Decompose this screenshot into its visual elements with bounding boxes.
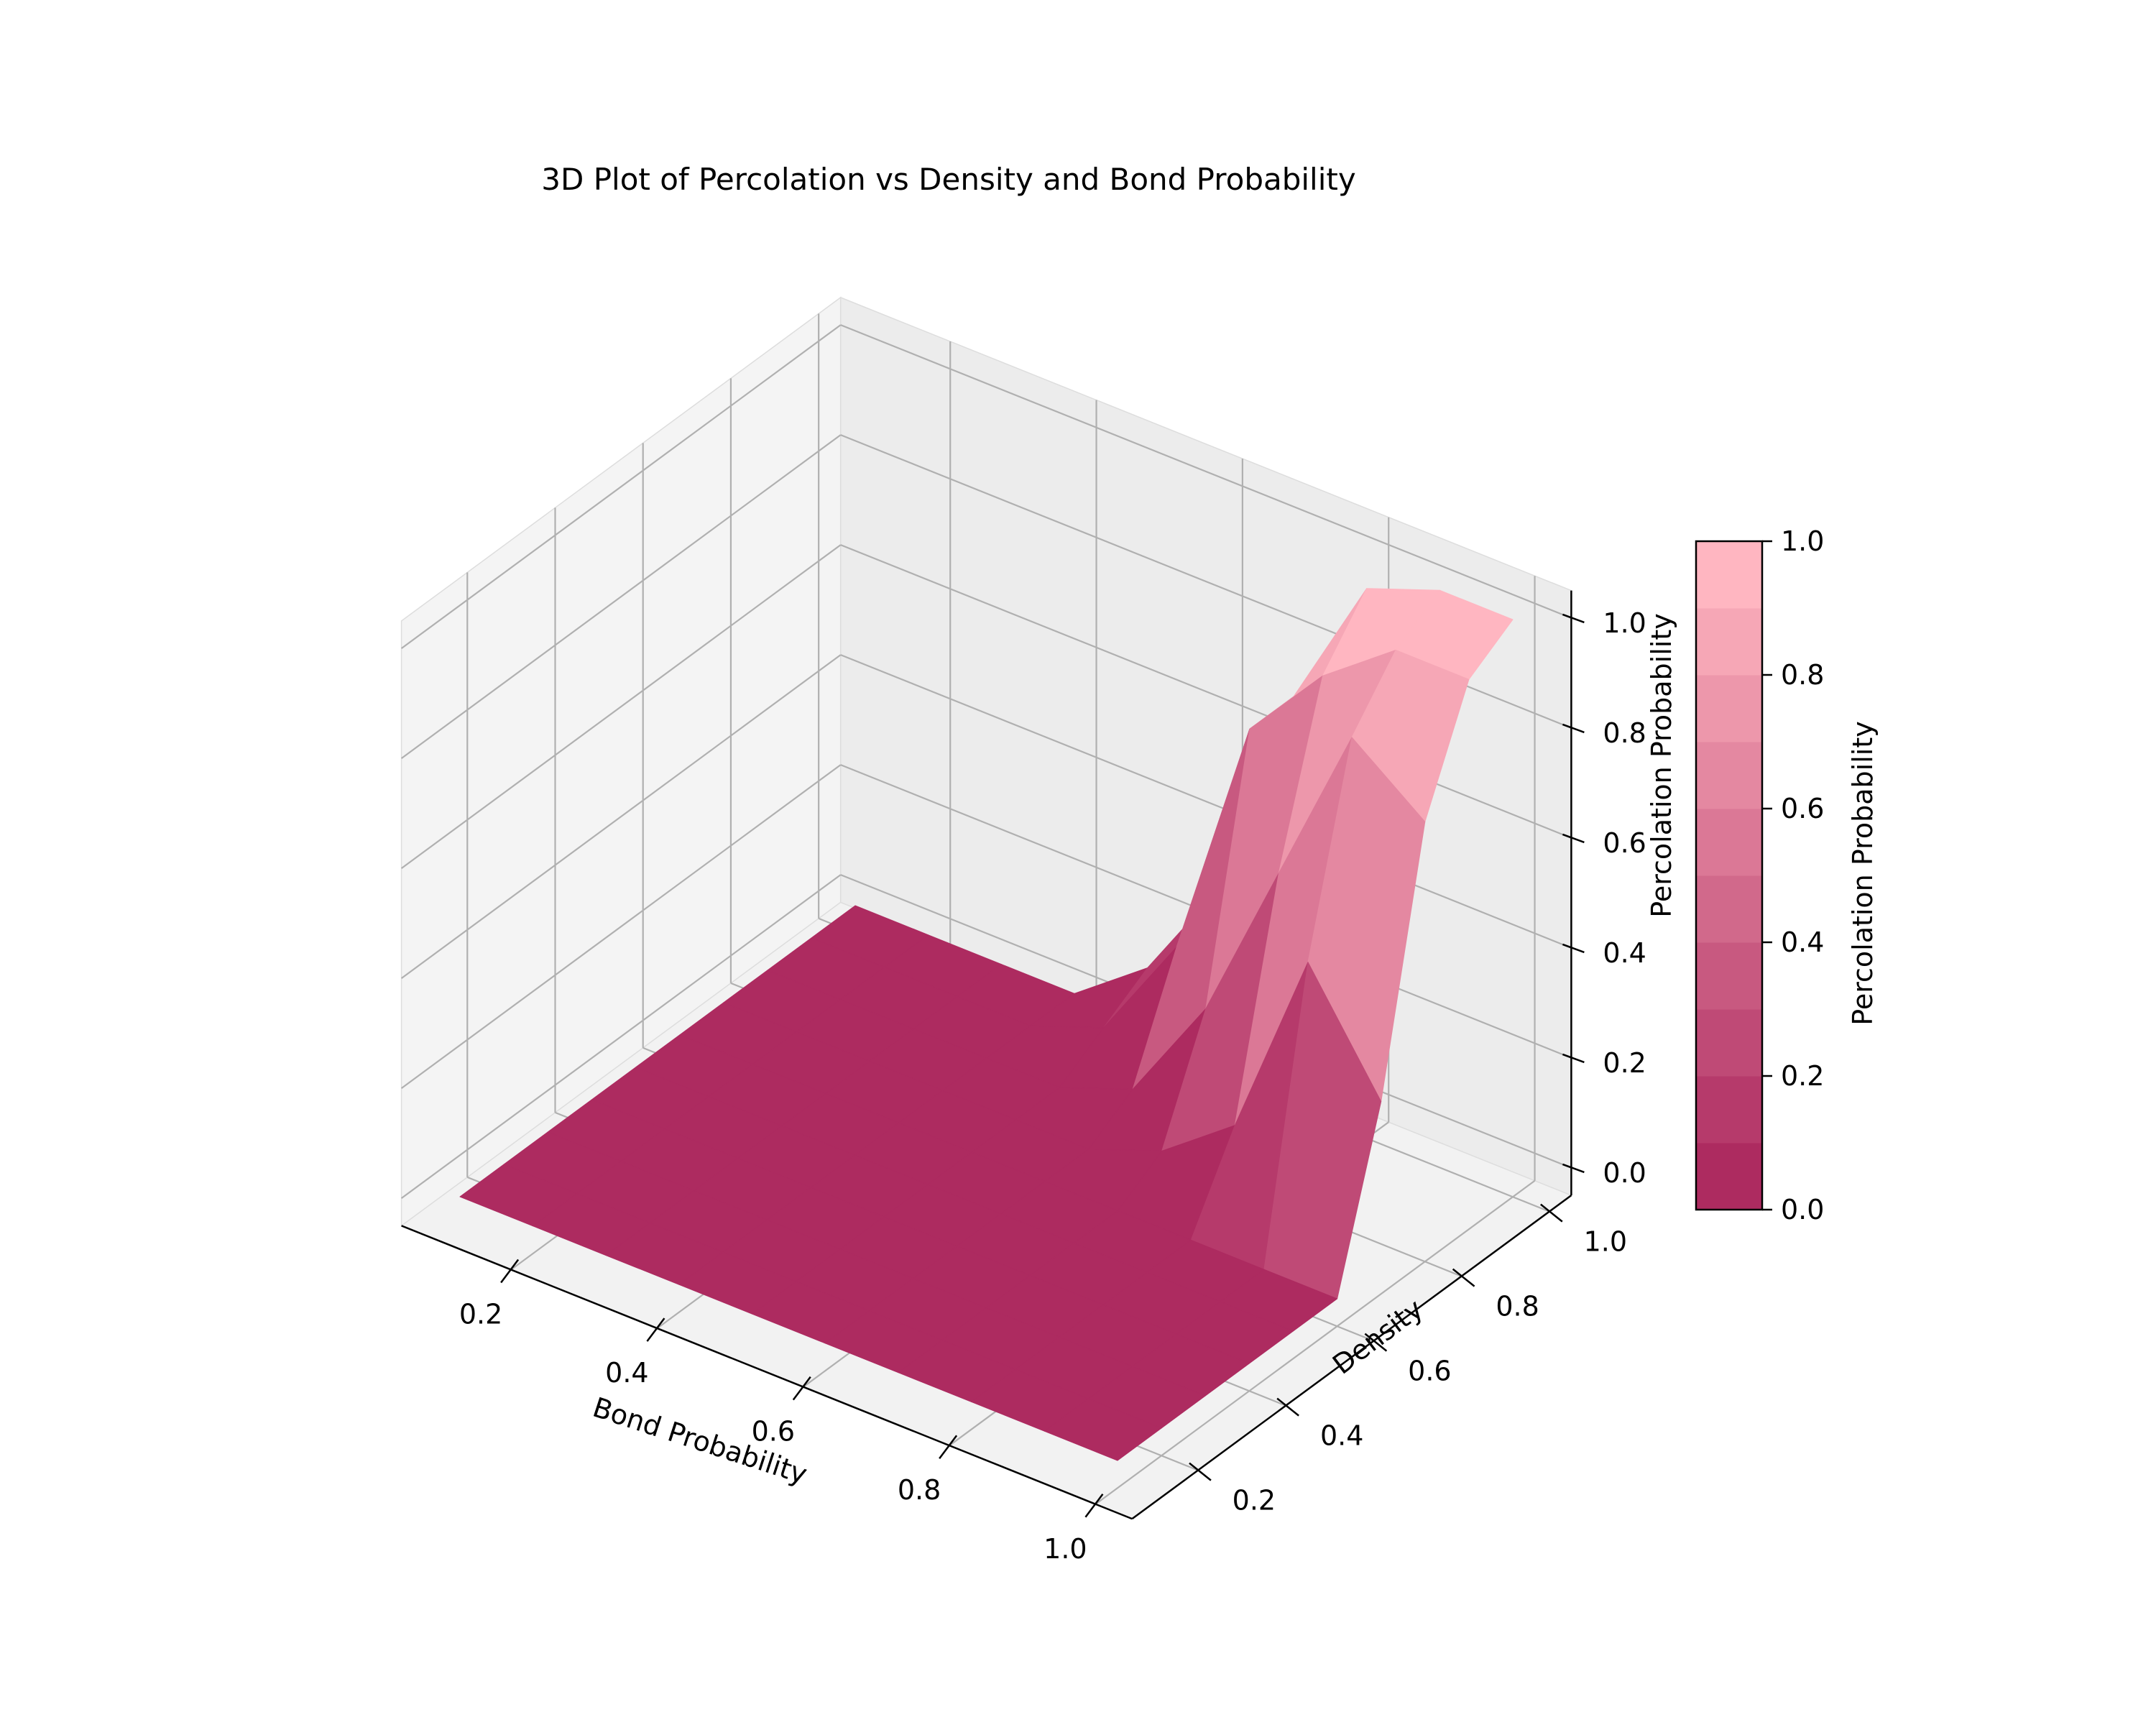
colorbar: 0.0 0.2 0.4 0.6 0.8 1.0 bbox=[1695, 525, 1824, 1225]
axis-spines bbox=[401, 590, 1572, 1520]
colorbar-tick-label: 0.6 bbox=[1781, 793, 1824, 824]
y-tick-mark bbox=[1189, 1462, 1212, 1481]
grid-line bbox=[840, 324, 1572, 619]
z-tick-label: 0.0 bbox=[1603, 1157, 1646, 1189]
colorbar-band bbox=[1696, 742, 1762, 809]
grid-line bbox=[400, 434, 842, 759]
x-tick-label: 1.0 bbox=[1044, 1533, 1087, 1565]
colorbar-band bbox=[1696, 942, 1762, 1010]
colorbar-band bbox=[1696, 608, 1762, 676]
y-tick-label: 0.8 bbox=[1496, 1291, 1539, 1322]
y-tick-label: 0.2 bbox=[1233, 1485, 1276, 1517]
colorbar-band bbox=[1696, 1143, 1762, 1210]
colorbar-band bbox=[1696, 541, 1762, 609]
x-tick-label: 0.6 bbox=[752, 1416, 795, 1448]
surface-facet bbox=[1044, 1398, 1162, 1461]
colorbar-label: Percolation Probability bbox=[1847, 721, 1879, 1025]
y-tick-mark bbox=[1540, 1203, 1563, 1223]
y-tick-mark bbox=[1364, 1333, 1388, 1352]
x-tick-label: 0.8 bbox=[898, 1474, 941, 1506]
colorbar-band bbox=[1696, 675, 1762, 742]
grid-line bbox=[840, 654, 1572, 949]
x-tick-mark bbox=[939, 1435, 958, 1459]
y-tick-label: 0.6 bbox=[1408, 1356, 1451, 1387]
colorbar-band bbox=[1696, 809, 1762, 876]
z-tick-label: 0.2 bbox=[1603, 1047, 1646, 1079]
x-tick-label: 0.4 bbox=[605, 1357, 648, 1389]
colorbar-band bbox=[1696, 875, 1762, 943]
z-tick-mark bbox=[1562, 943, 1585, 954]
x-tick-mark bbox=[792, 1376, 811, 1401]
chart-title: 3D Plot of Percolation vs Density and Bo… bbox=[541, 162, 1355, 197]
colorbar-tick-label: 1.0 bbox=[1781, 525, 1824, 557]
z-tick-mark bbox=[1562, 833, 1585, 844]
grid-line bbox=[1095, 1179, 1536, 1505]
grid-line bbox=[400, 764, 842, 1089]
grid-line bbox=[400, 874, 842, 1199]
colorbar-band bbox=[1696, 1076, 1762, 1144]
grid-line bbox=[400, 654, 842, 979]
colorbar-tick-label: 0.0 bbox=[1781, 1194, 1824, 1225]
colorbar-tick-label: 0.2 bbox=[1781, 1060, 1824, 1092]
z-tick-mark bbox=[1562, 613, 1585, 624]
z-tick-label: 0.8 bbox=[1603, 717, 1646, 749]
z-tick-mark bbox=[1562, 1163, 1585, 1174]
y-tick-label: 0.4 bbox=[1320, 1420, 1363, 1452]
y-tick-mark bbox=[1452, 1268, 1475, 1287]
y-axis-line bbox=[1131, 1195, 1572, 1520]
x-tick-mark bbox=[1084, 1494, 1104, 1518]
z-tick-label: 0.6 bbox=[1603, 827, 1646, 859]
colorbar-frame bbox=[1695, 540, 1764, 1211]
z-tick-label: 1.0 bbox=[1603, 607, 1646, 639]
z-tick-label: 0.4 bbox=[1603, 937, 1646, 969]
x-tick-mark bbox=[500, 1259, 520, 1284]
x-tick-mark bbox=[646, 1317, 665, 1342]
z-axis-label: Percolation Probability bbox=[1646, 613, 1677, 917]
z-tick-mark bbox=[1562, 723, 1585, 734]
x-axis-line bbox=[401, 1225, 1133, 1520]
grid-line bbox=[400, 544, 842, 869]
tick-marks: 0.2 0.4 0.6 0.8 1.0 0.2 0.4 0.6 0.8 1.0 0.0 0.2 0.4 0… bbox=[459, 607, 1646, 1565]
y-tick-mark bbox=[1276, 1397, 1299, 1417]
colorbar-tick-label: 0.8 bbox=[1781, 659, 1824, 691]
surface bbox=[459, 588, 1514, 1461]
y-tick-label: 1.0 bbox=[1584, 1226, 1627, 1258]
x-tick-label: 0.2 bbox=[459, 1299, 502, 1330]
grid-line bbox=[400, 324, 842, 649]
z-tick-mark bbox=[1562, 1053, 1585, 1064]
grid-line bbox=[840, 544, 1572, 839]
colorbar-band bbox=[1696, 1009, 1762, 1077]
colorbar-tick-label: 0.4 bbox=[1781, 926, 1824, 958]
